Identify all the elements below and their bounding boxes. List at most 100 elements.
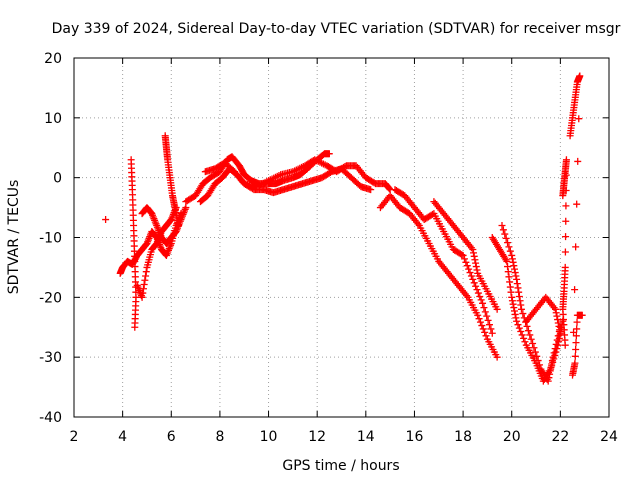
data-point (488, 329, 496, 337)
data-point (572, 339, 580, 347)
data-point (472, 259, 480, 267)
data-point (545, 374, 553, 382)
data-point (561, 248, 569, 256)
data-point (517, 328, 525, 336)
data-point (102, 216, 110, 224)
data-point (507, 288, 515, 296)
data-point (523, 322, 531, 330)
series-early-spike-a (127, 156, 140, 331)
data-point (548, 360, 556, 368)
data-point (546, 370, 554, 378)
data-point (460, 255, 468, 263)
data-point (505, 273, 513, 281)
data-point (574, 157, 582, 165)
data-point (576, 72, 584, 80)
data-point (515, 324, 523, 332)
data-point (471, 256, 479, 264)
x-tick-label: 2 (70, 429, 79, 445)
x-tick-label: 14 (357, 429, 375, 445)
data-point (514, 284, 522, 292)
data-point (578, 311, 586, 319)
data-point (544, 377, 552, 385)
data-point (182, 204, 190, 212)
data-point (511, 265, 519, 273)
data-point (512, 314, 520, 322)
data-point (504, 263, 512, 271)
data-point (513, 317, 521, 325)
series-spike-22h (559, 156, 570, 349)
data-point (534, 357, 542, 365)
data-point (554, 316, 562, 324)
data-point (470, 279, 478, 287)
data-point (474, 311, 482, 319)
data-point (551, 345, 559, 353)
data-point (515, 292, 523, 300)
x-tick-label: 22 (551, 429, 569, 445)
data-point (367, 186, 375, 194)
data-point (562, 186, 570, 194)
data-point (505, 243, 513, 251)
data-point (520, 334, 528, 342)
x-tick-label: 20 (503, 429, 521, 445)
y-tick-label: 0 (53, 171, 62, 187)
data-point (516, 297, 524, 305)
data-point (553, 312, 561, 320)
data-point (510, 304, 518, 312)
series-afternoon-b (391, 186, 496, 337)
data-point (502, 234, 510, 242)
data-point (552, 309, 560, 317)
data-point (511, 310, 519, 318)
data-point (483, 312, 491, 320)
data-point (481, 328, 489, 336)
data-point (478, 322, 486, 330)
y-tick-label: -20 (39, 290, 62, 306)
data-point (385, 185, 393, 193)
data-point (573, 200, 581, 208)
data-point (476, 292, 484, 300)
data-point (506, 283, 514, 291)
x-tick-label: 10 (260, 429, 278, 445)
data-point (469, 245, 477, 253)
data-point (513, 275, 521, 283)
data-point (467, 272, 475, 280)
data-point (547, 363, 555, 371)
data-point (517, 301, 525, 309)
data-point (472, 263, 480, 271)
plot-frame (73, 57, 610, 418)
data-point (573, 325, 581, 333)
x-tick-label: 18 (454, 429, 472, 445)
data-point (469, 275, 477, 283)
x-tick-label: 4 (118, 429, 127, 445)
data-point (572, 243, 580, 251)
data-point (549, 353, 557, 361)
series-late-rise (566, 72, 586, 379)
data-point (484, 316, 492, 324)
data-point (552, 305, 559, 313)
data-point (473, 266, 481, 274)
data-point (531, 348, 539, 356)
data-point (463, 262, 471, 270)
data-points (102, 72, 586, 385)
data-point (477, 296, 485, 304)
x-tick-label: 24 (600, 429, 618, 445)
data-point (508, 255, 516, 263)
y-axis-label: SDTVAR / TECUs (6, 180, 22, 295)
x-axis-label: GPS time / hours (282, 458, 399, 474)
data-point (548, 357, 556, 365)
data-point (508, 293, 516, 301)
series-isolated (102, 216, 110, 224)
data-point (472, 282, 480, 290)
data-point (554, 319, 562, 327)
data-point (511, 307, 519, 315)
data-point (533, 352, 541, 360)
data-point (142, 268, 150, 276)
data-point (498, 222, 506, 230)
data-point (530, 344, 538, 352)
data-point (514, 321, 522, 329)
data-point (474, 289, 482, 297)
data-point (524, 327, 532, 335)
y-tick-label: 20 (44, 51, 62, 67)
data-point (504, 239, 512, 247)
